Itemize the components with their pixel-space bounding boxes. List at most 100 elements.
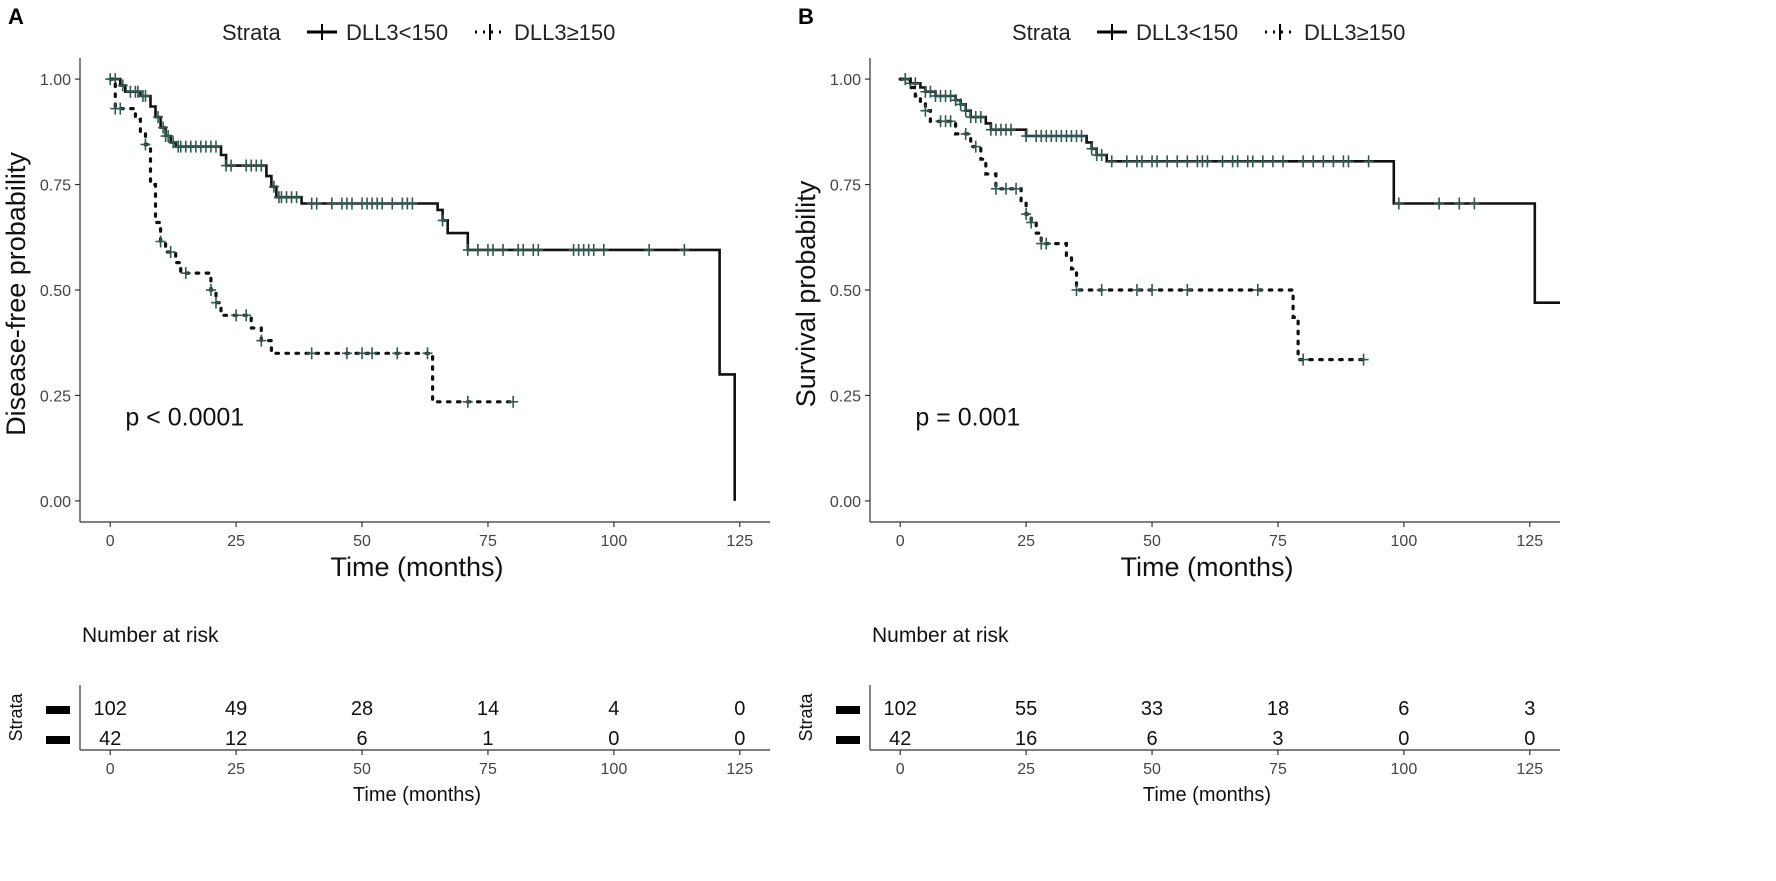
risk-cell: 3 (1524, 698, 1535, 720)
censor-mark (1131, 284, 1142, 296)
risk-cell: 6 (1146, 728, 1157, 750)
legend-label-series-1: DLL3≥150 (514, 20, 615, 45)
censor-mark (165, 246, 176, 259)
censor-mark (1011, 182, 1022, 195)
panel-b: B Strata DLL3<150 DLL3≥150 0.00 0.25 0.50 0.75 1… (791, 4, 1560, 806)
censor-mark (1298, 353, 1309, 366)
x-tick-label: 75 (479, 533, 497, 550)
x-tick-label: 100 (1391, 533, 1418, 550)
censor-mark (1021, 130, 1032, 143)
censor-mark (1252, 284, 1263, 296)
x-axis-title: Time (months) (1120, 552, 1293, 582)
risk-cell: 55 (1015, 698, 1037, 720)
censor-mark (140, 138, 151, 151)
censor-mark (155, 235, 166, 248)
risk-table: Number at risk Strata 102 55 33 18 6 3 42 16 6 3 0 0 0… (796, 624, 1560, 806)
censor-mark (377, 197, 388, 210)
risk-x-tick-label: 0 (106, 761, 115, 778)
risk-cell: 0 (734, 698, 745, 720)
censor-mark (1469, 197, 1480, 210)
risk-x-tick-label: 50 (1143, 761, 1161, 778)
censor-mark (226, 159, 237, 172)
censor-mark (1257, 155, 1268, 168)
censor-mark (1308, 155, 1319, 168)
censor-mark (975, 111, 986, 124)
risk-cell: 0 (608, 728, 619, 750)
censor-mark (1182, 155, 1193, 168)
censor-mark (1172, 155, 1183, 168)
censor-mark (900, 73, 911, 86)
censor-mark (598, 243, 609, 256)
x-tick-label: 100 (601, 533, 628, 550)
censor-mark (357, 347, 368, 360)
censor-mark (1267, 155, 1278, 168)
survival-curve-solid (110, 77, 736, 501)
risk-cell: 42 (889, 728, 911, 750)
risk-cell: 3 (1272, 728, 1283, 750)
risk-table-title: Number at risk (872, 624, 1009, 647)
risk-cell: 18 (1267, 698, 1289, 720)
y-tick-label: 0.75 (830, 178, 861, 195)
censor-mark (291, 191, 302, 204)
censor-mark (367, 347, 378, 360)
censor-mark (1021, 208, 1032, 221)
risk-cell: 0 (734, 728, 745, 750)
censor-mark (955, 98, 966, 111)
censor-mark (1434, 197, 1445, 210)
censor-mark (326, 197, 337, 210)
legend: Strata DLL3<150 DLL3≥150 (1012, 20, 1405, 45)
censor-mark (268, 180, 279, 193)
legend-label-series-0: DLL3<150 (1136, 20, 1238, 45)
censor-mark (117, 79, 128, 92)
censor-mark (1086, 142, 1097, 155)
panel-a: A Strata DLL3<150 DLL3≥150 0.00 0.25 0.50 0.75 1… (1, 4, 770, 806)
censor-mark (970, 140, 981, 153)
risk-cell: 0 (1398, 728, 1409, 750)
censor-mark (153, 111, 164, 124)
censor-mark (1318, 155, 1329, 168)
risk-cell: 102 (884, 698, 917, 720)
risk-cell: 42 (99, 728, 121, 750)
risk-x-tick-label: 25 (1017, 761, 1035, 778)
x-axis-title: Time (months) (330, 552, 503, 582)
series-0 (110, 73, 736, 501)
risk-row-key (46, 736, 70, 744)
censor-mark (1041, 237, 1052, 250)
censor-mark (422, 347, 433, 360)
x-tick-label: 25 (227, 533, 245, 550)
censor-mark (105, 73, 116, 86)
x-tick-label: 0 (106, 533, 115, 550)
censor-mark (210, 296, 221, 309)
risk-strata-label: Strata (796, 693, 816, 742)
censor-mark (990, 182, 1001, 195)
series-0 (900, 73, 1560, 304)
censor-mark (1162, 155, 1173, 168)
censor-mark (1136, 155, 1147, 168)
censor-mark (498, 243, 509, 256)
censor-mark (1358, 353, 1369, 366)
censor-mark (508, 395, 519, 408)
censor-mark (168, 136, 179, 149)
censor-mark (1076, 130, 1087, 143)
censor-mark (588, 243, 599, 256)
censor-mark (1096, 149, 1107, 162)
p-value-annotation: p = 0.001 (915, 404, 1020, 432)
censor-mark (256, 334, 267, 347)
risk-cell: 14 (477, 698, 499, 720)
risk-x-tick-label: 75 (479, 761, 497, 778)
x-tick-label: 50 (353, 533, 371, 550)
risk-x-axis-title: Time (months) (1143, 784, 1271, 806)
censor-mark (1106, 155, 1117, 168)
censor-mark (311, 197, 322, 210)
y-tick-label: 0.75 (40, 178, 71, 195)
censor-mark (487, 243, 498, 256)
risk-row-key (46, 706, 70, 714)
x-tick-label: 125 (1516, 533, 1543, 550)
censor-mark (1217, 155, 1228, 168)
y-tick-label: 0.25 (830, 388, 861, 405)
censor-mark (1000, 182, 1011, 195)
censor-mark (462, 243, 473, 256)
y-tick-label: 0.50 (830, 283, 861, 300)
risk-cell: 102 (94, 698, 127, 720)
risk-cell: 6 (356, 728, 367, 750)
